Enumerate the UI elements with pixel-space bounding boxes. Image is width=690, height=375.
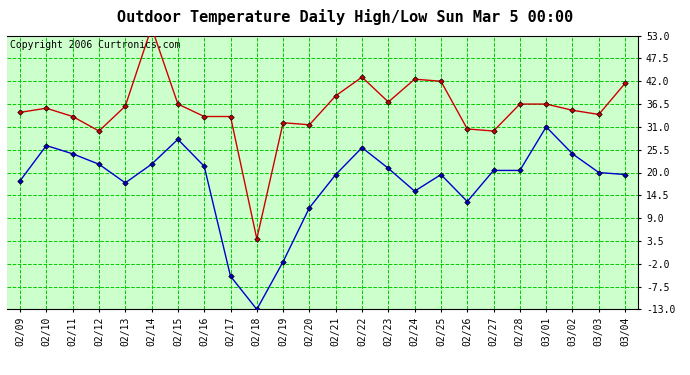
Text: Copyright 2006 Curtronics.com: Copyright 2006 Curtronics.com [10, 40, 180, 50]
Text: Outdoor Temperature Daily High/Low Sun Mar 5 00:00: Outdoor Temperature Daily High/Low Sun M… [117, 9, 573, 26]
